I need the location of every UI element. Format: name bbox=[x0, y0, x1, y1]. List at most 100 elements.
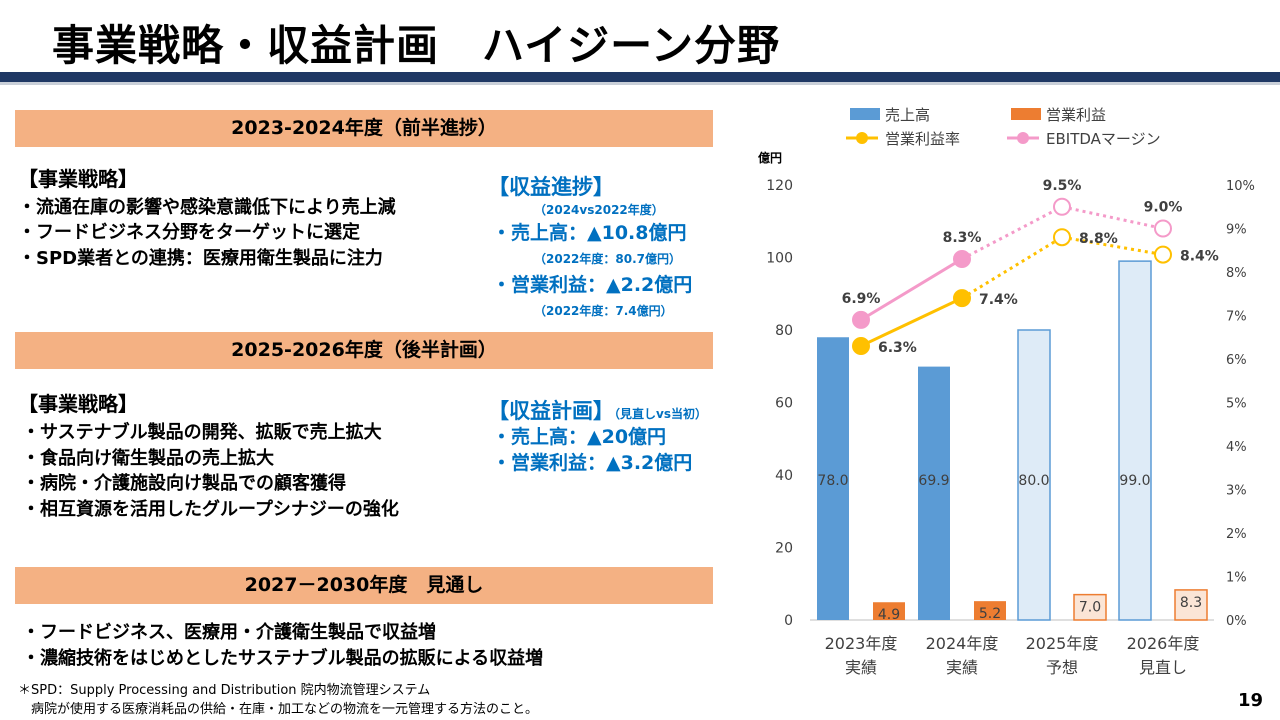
legend-swatch-margin-marker bbox=[856, 132, 868, 144]
sales-data-label: 99.0 bbox=[1119, 473, 1150, 489]
sales-bar bbox=[918, 366, 950, 620]
profit-data-label: 7.0 bbox=[1079, 600, 1101, 616]
margin-line-data-label: 7.4% bbox=[979, 292, 1018, 308]
category-label: 2024年度 bbox=[926, 634, 999, 653]
section-header-2027-2030: 2027－2030年度 見通し bbox=[15, 567, 713, 604]
progress-profit: ・営業利益：▲2.2億円 bbox=[492, 274, 693, 296]
category-label: 2026年度 bbox=[1127, 634, 1200, 653]
category-label: 実績 bbox=[845, 658, 877, 677]
legend-label-margin: 営業利益率 bbox=[885, 130, 960, 148]
y-tick-label: 60 bbox=[775, 396, 793, 412]
ebitda-line-segment bbox=[1061, 205, 1164, 230]
strategy-heading-1: 【事業戦略】 bbox=[18, 167, 138, 191]
sales-bar bbox=[1017, 329, 1051, 621]
ebitda-line-segment bbox=[860, 257, 963, 322]
footnote-line-2: 病院が使用する医療消耗品の供給・在庫・加工などの物流を一元管理する方法のこと。 bbox=[18, 702, 539, 717]
margin-line-marker bbox=[1053, 228, 1071, 247]
ebitda-line-marker bbox=[1053, 197, 1071, 216]
ebitda-line-marker bbox=[852, 310, 870, 329]
progress-sales: ・売上高：▲10.8億円 bbox=[492, 222, 687, 244]
legend-label-ebitda: EBITDAマージン bbox=[1046, 130, 1161, 148]
profit-bar bbox=[974, 601, 1006, 620]
y-tick-label: 120 bbox=[766, 178, 793, 194]
page-title: 事業戦略・収益計画 ハイジーン分野 bbox=[52, 21, 781, 70]
category-label: 予想 bbox=[1046, 658, 1078, 677]
profit-data-label: 4.9 bbox=[878, 607, 900, 623]
y2-tick-label: 6% bbox=[1226, 353, 1247, 368]
y2-tick-label: 2% bbox=[1226, 527, 1247, 542]
bullet-2-4: ・相互資源を活用したグループシナジーの強化 bbox=[22, 499, 399, 520]
y2-tick-label: 0% bbox=[1226, 614, 1247, 629]
legend-label-profit: 営業利益 bbox=[1046, 106, 1106, 124]
sales-data-label: 78.0 bbox=[817, 473, 848, 489]
y-tick-label: 100 bbox=[766, 251, 793, 267]
legend-label-sales: 売上高 bbox=[885, 106, 930, 124]
bullet-2-2: ・食品向け衛生製品の売上拡大 bbox=[22, 448, 274, 469]
ebitda-line-segment bbox=[961, 205, 1063, 261]
y-tick-label: 0 bbox=[784, 613, 793, 629]
y2-tick-label: 1% bbox=[1226, 571, 1247, 586]
ebitda-line-data-label: 9.5% bbox=[1043, 178, 1082, 194]
progress-profit-note: （2022年度：7.4億円） bbox=[534, 304, 673, 318]
y2-tick-label: 8% bbox=[1226, 266, 1247, 281]
profit-bar bbox=[1073, 593, 1107, 621]
ebitda-line-data-label: 8.3% bbox=[943, 230, 982, 246]
margin-line-marker bbox=[852, 336, 870, 355]
profit-bar bbox=[1174, 589, 1208, 621]
bullet-3-1: ・フードビジネス、医療用・介護衛生製品で収益増 bbox=[22, 622, 436, 643]
margin-line-segment bbox=[1061, 235, 1164, 257]
y-tick-label: 20 bbox=[775, 541, 793, 557]
sales-bar bbox=[1118, 260, 1152, 621]
plan-note: （見直しvs当初） bbox=[614, 407, 707, 421]
category-label: 2025年度 bbox=[1026, 634, 1099, 653]
margin-line-segment bbox=[961, 235, 1063, 300]
category-label: 見直し bbox=[1139, 658, 1187, 677]
title-rule bbox=[0, 72, 1280, 85]
legend-swatch-ebitda-marker bbox=[1017, 132, 1029, 144]
margin-line-marker bbox=[953, 289, 971, 308]
y2-tick-label: 3% bbox=[1226, 484, 1247, 499]
plan-sales: ・売上高：▲20億円 bbox=[492, 426, 667, 448]
bullet-2-3: ・病院・介護施設向け製品での顧客獲得 bbox=[22, 473, 346, 494]
category-label: 2023年度 bbox=[825, 634, 898, 653]
y2-tick-label: 4% bbox=[1226, 440, 1247, 455]
profit-data-label: 5.2 bbox=[979, 606, 1001, 622]
plan-heading-text: 【収益計画】 bbox=[488, 399, 614, 423]
y2-tick-label: 10% bbox=[1226, 179, 1255, 194]
legend-swatch-sales bbox=[850, 108, 880, 120]
sales-data-label: 80.0 bbox=[1018, 473, 1049, 489]
y-tick-label: 80 bbox=[775, 323, 793, 339]
section-header-2025-2026: 2025-2026年度（後半計画） bbox=[15, 332, 713, 369]
plan-heading: 【収益計画】（見直しvs当初） bbox=[488, 395, 707, 425]
ebitda-line-data-label: 6.9% bbox=[842, 291, 881, 307]
page-number: 19 bbox=[1238, 690, 1264, 711]
margin-line-data-label: 6.3% bbox=[878, 340, 917, 356]
sales-bar bbox=[817, 337, 849, 620]
legend-swatch-profit bbox=[1011, 108, 1041, 120]
margin-line-segment bbox=[860, 296, 963, 348]
y2-tick-label: 9% bbox=[1226, 223, 1247, 238]
bullet-2-1: ・サステナブル製品の開発、拡販で売上拡大 bbox=[22, 422, 382, 443]
margin-line-data-label: 8.8% bbox=[1079, 231, 1118, 247]
bullet-1-2: ・フードビジネス分野をターゲットに選定 bbox=[18, 222, 360, 243]
section-header-2023-2024: 2023-2024年度（前半進捗） bbox=[15, 110, 713, 147]
category-label: 実績 bbox=[946, 658, 978, 677]
bullet-3-2: ・濃縮技術をはじめとしたサステナブル製品の拡販による収益増 bbox=[22, 648, 544, 669]
combo-chart: 0 20 40 60 80 100 120 億円 0% 1% 2% 3% 4% 5% 6% 7% 8% 9% 10%… bbox=[758, 106, 1255, 677]
margin-line-marker bbox=[1154, 245, 1172, 264]
footnote-line-1: ＊SPD：Supply Processing and Distribution … bbox=[18, 683, 431, 698]
progress-heading: 【収益進捗】 bbox=[488, 175, 614, 199]
bullet-1-1: ・流通在庫の影響や感染意識低下により売上減 bbox=[18, 197, 396, 218]
y2-tick-label: 5% bbox=[1226, 397, 1247, 412]
ebitda-line-marker bbox=[953, 249, 971, 268]
profit-data-label: 8.3 bbox=[1180, 595, 1202, 611]
ebitda-line-marker bbox=[1154, 219, 1172, 238]
progress-sales-note: （2022年度：80.7億円） bbox=[534, 252, 682, 266]
y-axis-unit: 億円 bbox=[758, 150, 782, 165]
plan-profit: ・営業利益：▲3.2億円 bbox=[492, 452, 693, 474]
y2-tick-label: 7% bbox=[1226, 310, 1247, 325]
y-tick-label: 40 bbox=[775, 468, 793, 484]
profit-bar bbox=[873, 602, 905, 620]
margin-line-data-label: 8.4% bbox=[1180, 249, 1219, 265]
bullet-1-3: ・SPD業者との連携：医療用衛生製品に注力 bbox=[18, 248, 383, 269]
